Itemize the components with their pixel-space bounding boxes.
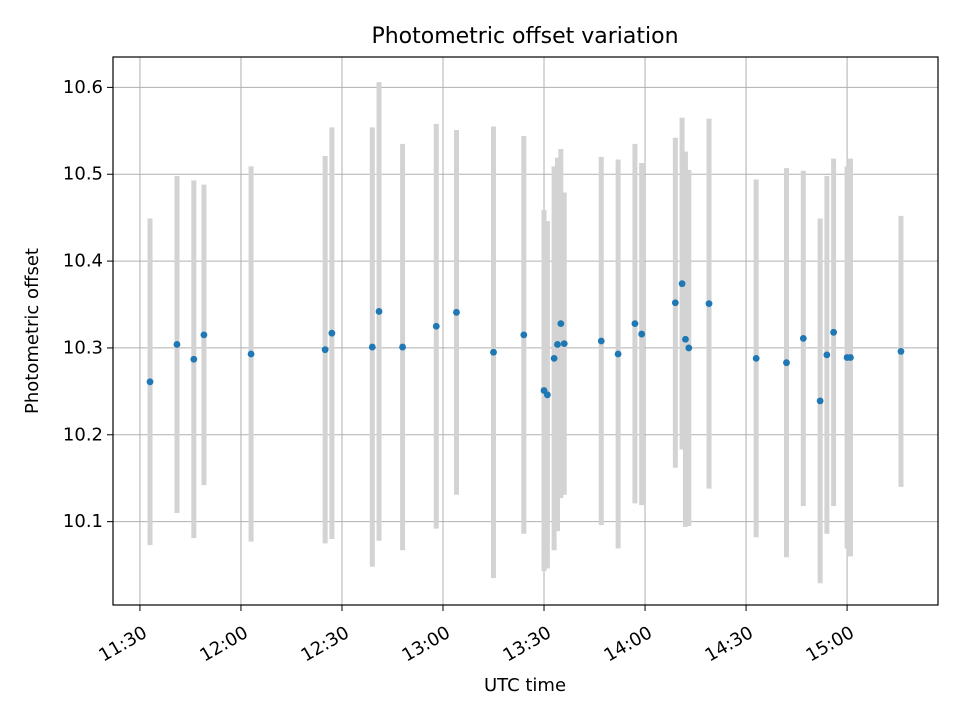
data-point <box>638 330 646 338</box>
data-point <box>685 344 693 352</box>
data-point <box>847 354 854 361</box>
data-point <box>682 335 689 343</box>
data-point <box>783 359 790 367</box>
plot-frame <box>112 56 939 606</box>
data-point <box>368 343 376 351</box>
y-axis-title: Photometric offset <box>22 248 43 414</box>
y-tick-label: 10.3 <box>63 337 103 358</box>
data-point <box>399 343 406 351</box>
data-points <box>146 280 905 405</box>
y-axis: 10.1 10.2 10.3 10.4 10.5 10.6 <box>63 77 113 532</box>
y-tick-label: 10.5 <box>63 164 103 185</box>
data-point <box>560 340 568 347</box>
data-point <box>752 354 760 362</box>
y-tick-label: 10.6 <box>63 77 103 98</box>
data-point <box>799 334 807 342</box>
data-point <box>823 351 831 359</box>
data-point <box>543 391 551 399</box>
data-point <box>678 280 686 288</box>
data-point <box>173 341 181 348</box>
data-point <box>597 337 605 345</box>
data-point <box>897 348 905 355</box>
x-axis-title: UTC time <box>484 675 566 696</box>
data-point <box>550 354 558 362</box>
data-point <box>490 348 497 356</box>
y-tick-label: 10.4 <box>63 251 103 272</box>
data-point <box>375 308 383 315</box>
data-point <box>190 355 198 363</box>
data-point <box>247 350 255 358</box>
data-point <box>816 397 824 405</box>
data-point <box>200 331 208 339</box>
data-point <box>671 299 679 307</box>
data-point <box>321 346 329 354</box>
y-tick-label: 10.2 <box>63 424 103 445</box>
data-point <box>328 329 336 337</box>
chart-title: Photometric offset variation <box>371 24 678 49</box>
data-point <box>453 308 460 316</box>
data-point <box>631 320 639 328</box>
data-point <box>614 350 622 358</box>
data-point <box>146 378 154 386</box>
data-point <box>705 300 713 308</box>
data-point <box>520 331 528 339</box>
data-point <box>830 328 838 336</box>
data-point <box>557 320 565 328</box>
data-point <box>554 341 561 348</box>
y-tick-label: 10.1 <box>63 511 103 532</box>
data-point <box>432 322 440 330</box>
